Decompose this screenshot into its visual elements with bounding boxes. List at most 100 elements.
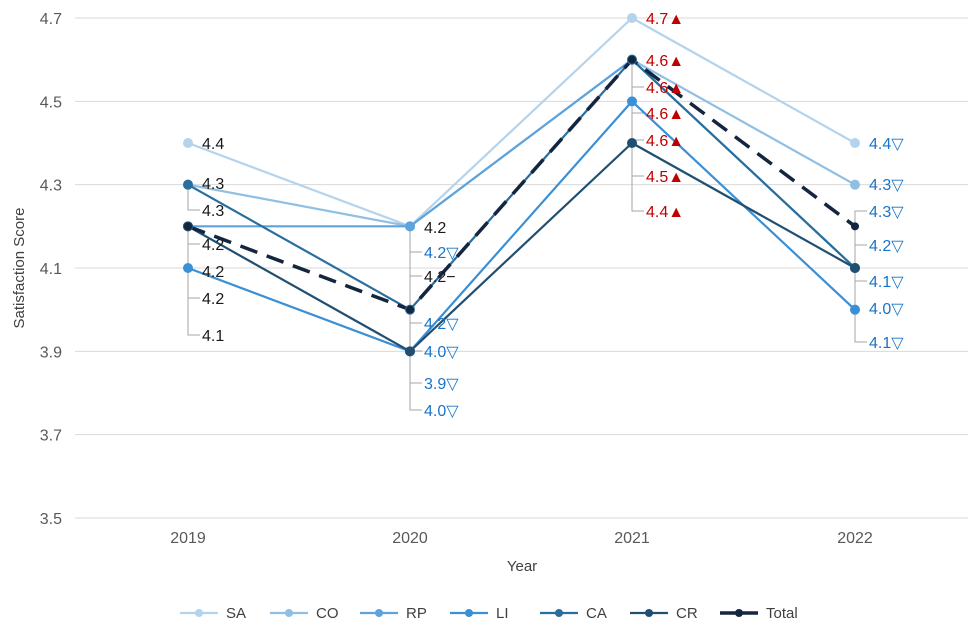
point-cr-2020 bbox=[405, 346, 415, 357]
series-lines bbox=[187, 16, 857, 353]
x-tick-label: 2020 bbox=[392, 530, 428, 547]
label-leader bbox=[187, 226, 200, 336]
y-tick-label: 3.5 bbox=[40, 511, 62, 528]
series-points bbox=[183, 13, 860, 357]
data-label-sa-2019: 4.4 bbox=[202, 136, 224, 153]
data-label-sa-2020: 4.2 bbox=[424, 220, 446, 237]
legend-marker bbox=[465, 609, 473, 617]
data-label-li-2020: 3.9▽ bbox=[424, 376, 459, 393]
legend-marker bbox=[555, 609, 563, 617]
x-tick-label: 2019 bbox=[170, 530, 206, 547]
x-axis-title: Year bbox=[507, 558, 537, 575]
label-leaders bbox=[187, 59, 867, 411]
y-tick-label: 4.5 bbox=[40, 94, 62, 111]
data-label-li-2019: 4.2 bbox=[202, 264, 224, 281]
data-label-cr-2020: 4.0▽ bbox=[424, 403, 459, 420]
x-tick-label: 2022 bbox=[837, 530, 873, 547]
data-label-cr-2022: 4.1▽ bbox=[869, 274, 904, 291]
point-total-2020 bbox=[406, 305, 414, 314]
series-line-total bbox=[187, 57, 857, 312]
y-axis-ticks: 3.5 3.7 3.9 4.1 4.3 4.5 4.7 bbox=[40, 11, 62, 528]
legend-marker bbox=[645, 609, 653, 617]
label-leader bbox=[854, 210, 867, 268]
data-label-total-2019: 4.1 bbox=[202, 328, 224, 345]
point-cr-2022 bbox=[850, 263, 860, 273]
point-li-2019 bbox=[183, 263, 193, 273]
point-cr-2021 bbox=[627, 138, 637, 148]
x-axis-ticks: 2019 2020 2021 2022 bbox=[170, 530, 873, 547]
data-label-ca-2020: 4.0▽ bbox=[424, 344, 459, 361]
point-total-2019 bbox=[184, 222, 192, 231]
legend-item-li: LI bbox=[450, 605, 509, 622]
data-label-rp-2020: 4.2▽ bbox=[424, 316, 459, 333]
y-axis-title: Satisfaction Score bbox=[11, 208, 28, 329]
data-label-li-2022: 4.0▽ bbox=[869, 301, 904, 318]
label-leader bbox=[187, 226, 200, 299]
data-label-rp-2021: 4.6▲ bbox=[646, 106, 684, 123]
legend-item-ca: CA bbox=[540, 605, 607, 622]
point-sa-2022 bbox=[850, 138, 860, 148]
legend-label: RP bbox=[406, 605, 427, 622]
label-leader bbox=[187, 184, 200, 211]
legend-marker bbox=[735, 609, 743, 617]
legend-item-sa: SA bbox=[180, 605, 246, 622]
x-tick-label: 2021 bbox=[614, 530, 650, 547]
point-sa-2019 bbox=[183, 138, 193, 148]
data-label-co-2021: 4.6▲ bbox=[646, 53, 684, 70]
point-li-2022 bbox=[850, 304, 860, 315]
label-leader bbox=[854, 226, 867, 246]
data-label-total-2021: 4.6▲ bbox=[646, 80, 684, 97]
label-leader bbox=[854, 268, 867, 343]
data-label-sa-2022: 4.4▽ bbox=[869, 136, 904, 153]
data-label-cr-2021: 4.4▲ bbox=[646, 204, 684, 221]
data-label-rp-2022: 4.1▽ bbox=[869, 335, 904, 352]
data-label-ca-2022: 4.3▽ bbox=[869, 204, 904, 221]
y-tick-label: 3.7 bbox=[40, 428, 62, 445]
point-sa-2021 bbox=[627, 13, 637, 23]
legend-label: CR bbox=[676, 605, 698, 622]
data-label-co-2019: 4.3 bbox=[202, 176, 224, 193]
legend-label: Total bbox=[766, 605, 798, 622]
data-label-cr-2019: 4.2 bbox=[202, 291, 224, 308]
data-label-total-2020: 4.2− bbox=[424, 269, 456, 286]
legend: SA CO RP LI CA CR Total bbox=[180, 605, 798, 622]
legend-label: SA bbox=[226, 605, 246, 622]
legend-marker bbox=[195, 609, 203, 617]
label-leader bbox=[631, 143, 644, 212]
data-label-total-2022: 4.2▽ bbox=[869, 238, 904, 255]
data-label-rp-2019: 4.2 bbox=[202, 237, 224, 254]
data-label-co-2022: 4.3▽ bbox=[869, 177, 904, 194]
point-rp-2020 bbox=[405, 221, 415, 232]
point-total-2022 bbox=[851, 222, 859, 231]
point-co-2022 bbox=[850, 179, 860, 190]
data-labels: 4.4 4.3 4.3 4.2 4.2 4.2 4.1 4.2 4.2▽ 4.2− 4.2▽ 4.0▽… bbox=[202, 11, 904, 420]
y-tick-label: 4.3 bbox=[40, 178, 62, 195]
data-label-ca-2021: 4.5▲ bbox=[646, 169, 684, 186]
legend-label: LI bbox=[496, 605, 509, 622]
point-total-2021 bbox=[628, 55, 636, 64]
legend-item-rp: RP bbox=[360, 605, 427, 622]
y-tick-label: 4.1 bbox=[40, 261, 62, 278]
legend-marker bbox=[375, 609, 383, 617]
data-label-co-2020: 4.2▽ bbox=[424, 245, 459, 262]
legend-label: CA bbox=[586, 605, 607, 622]
legend-marker bbox=[285, 609, 293, 617]
legend-item-co: CO bbox=[270, 605, 339, 622]
data-label-li-2021: 4.6▲ bbox=[646, 133, 684, 150]
legend-item-total: Total bbox=[720, 605, 798, 622]
data-label-ca-2019: 4.3 bbox=[202, 203, 224, 220]
y-tick-label: 3.9 bbox=[40, 344, 62, 361]
series-line-rp bbox=[188, 58, 856, 269]
data-label-sa-2021: 4.7▲ bbox=[646, 11, 684, 28]
point-ca-2019 bbox=[183, 179, 193, 190]
label-leader bbox=[409, 275, 422, 310]
y-tick-label: 4.7 bbox=[40, 11, 62, 28]
label-leader bbox=[631, 59, 644, 177]
series-line-cr bbox=[187, 141, 856, 353]
legend-item-cr: CR bbox=[630, 605, 698, 622]
series-line-sa bbox=[187, 16, 856, 228]
legend-label: CO bbox=[316, 605, 339, 622]
point-li-2021 bbox=[627, 96, 637, 107]
